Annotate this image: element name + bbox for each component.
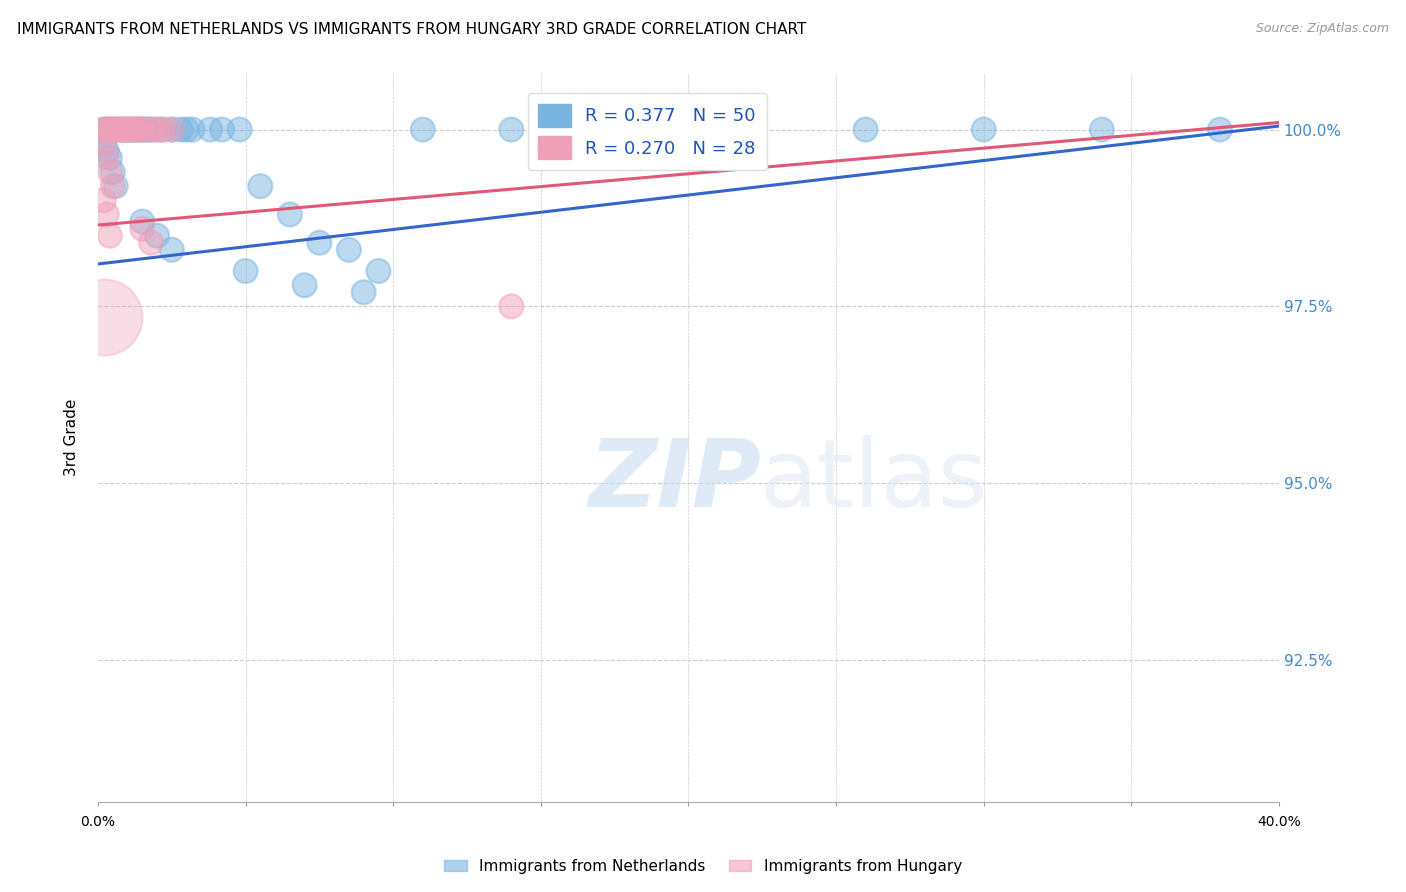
- Point: [136, 122, 159, 136]
- Point: [93, 194, 115, 208]
- Point: [139, 122, 162, 136]
- Point: [104, 179, 127, 194]
- Point: [107, 122, 129, 136]
- Point: [337, 243, 360, 257]
- Point: [139, 122, 162, 136]
- Point: [146, 122, 169, 136]
- Point: [1209, 122, 1232, 136]
- Text: 0.0%: 0.0%: [80, 814, 115, 829]
- Y-axis label: 3rd Grade: 3rd Grade: [65, 399, 79, 476]
- Point: [98, 151, 121, 165]
- Text: ZIP: ZIP: [588, 435, 761, 527]
- Point: [128, 122, 150, 136]
- Point: [152, 122, 174, 136]
- Point: [93, 136, 115, 151]
- Point: [122, 122, 145, 136]
- Point: [125, 122, 148, 136]
- Point: [101, 122, 124, 136]
- Point: [198, 122, 221, 136]
- Point: [93, 122, 115, 136]
- Point: [973, 122, 995, 136]
- Point: [96, 122, 118, 136]
- Point: [110, 122, 132, 136]
- Point: [160, 122, 183, 136]
- Point: [117, 122, 139, 136]
- Point: [98, 122, 121, 136]
- Point: [101, 179, 124, 194]
- Point: [96, 122, 118, 136]
- Point: [101, 122, 124, 136]
- Point: [125, 122, 148, 136]
- Point: [122, 122, 145, 136]
- Point: [93, 136, 115, 151]
- Point: [235, 264, 257, 278]
- Point: [181, 122, 204, 136]
- Point: [98, 228, 121, 243]
- Point: [131, 221, 153, 235]
- Point: [120, 122, 142, 136]
- Point: [501, 122, 523, 136]
- Point: [152, 122, 174, 136]
- Point: [114, 122, 136, 136]
- Legend: Immigrants from Netherlands, Immigrants from Hungary: Immigrants from Netherlands, Immigrants …: [439, 853, 967, 880]
- Point: [104, 122, 127, 136]
- Point: [131, 122, 153, 136]
- Point: [146, 122, 169, 136]
- Point: [294, 278, 316, 293]
- Point: [176, 122, 198, 136]
- Point: [104, 122, 127, 136]
- Legend: R = 0.377   N = 50, R = 0.270   N = 28: R = 0.377 N = 50, R = 0.270 N = 28: [527, 93, 766, 170]
- Point: [107, 122, 129, 136]
- Point: [501, 300, 523, 314]
- Point: [1091, 122, 1114, 136]
- Point: [619, 122, 641, 136]
- Point: [308, 235, 330, 250]
- Point: [169, 122, 191, 136]
- Point: [367, 264, 389, 278]
- Point: [114, 122, 136, 136]
- Point: [146, 228, 169, 243]
- Point: [117, 122, 139, 136]
- Point: [98, 122, 121, 136]
- Text: IMMIGRANTS FROM NETHERLANDS VS IMMIGRANTS FROM HUNGARY 3RD GRADE CORRELATION CHA: IMMIGRANTS FROM NETHERLANDS VS IMMIGRANT…: [17, 22, 806, 37]
- Point: [93, 310, 115, 324]
- Point: [131, 214, 153, 228]
- Point: [93, 122, 115, 136]
- Text: Source: ZipAtlas.com: Source: ZipAtlas.com: [1256, 22, 1389, 36]
- Point: [278, 207, 301, 221]
- Point: [120, 122, 142, 136]
- Point: [96, 151, 118, 165]
- Point: [96, 207, 118, 221]
- Point: [98, 165, 121, 179]
- Point: [228, 122, 250, 136]
- Point: [160, 243, 183, 257]
- Text: 40.0%: 40.0%: [1257, 814, 1301, 829]
- Point: [737, 122, 759, 136]
- Point: [110, 122, 132, 136]
- Point: [128, 122, 150, 136]
- Text: atlas: atlas: [759, 435, 987, 527]
- Point: [855, 122, 877, 136]
- Point: [139, 235, 162, 250]
- Point: [211, 122, 233, 136]
- Point: [412, 122, 434, 136]
- Point: [101, 165, 124, 179]
- Point: [249, 179, 271, 194]
- Point: [160, 122, 183, 136]
- Point: [134, 122, 156, 136]
- Point: [353, 285, 375, 300]
- Point: [131, 122, 153, 136]
- Point: [96, 144, 118, 158]
